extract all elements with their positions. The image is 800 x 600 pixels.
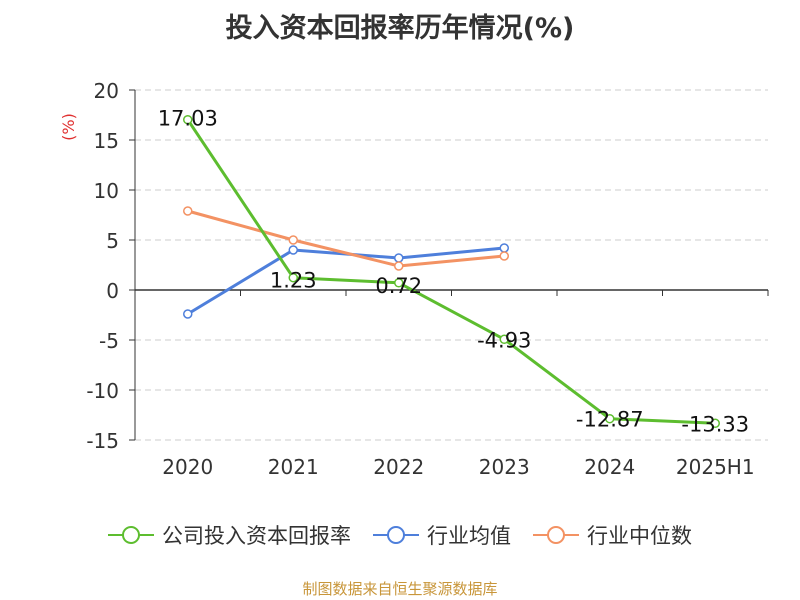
legend-item-industry-mean[interactable]: 行业均值 (373, 520, 511, 550)
data-point (183, 206, 193, 216)
legend-item-industry-median[interactable]: 行业中位数 (533, 520, 692, 550)
data-point (288, 272, 298, 283)
legend-marker-industry-mean (373, 526, 419, 544)
x-tick-label: 2025H1 (676, 455, 755, 479)
data-point (288, 245, 298, 255)
y-tick-label: -5 (99, 329, 119, 353)
data-label: -13.33 (681, 412, 749, 436)
x-tick-label: 2024 (584, 455, 635, 479)
legend-marker-industry-median (533, 526, 579, 544)
data-point (288, 235, 298, 245)
x-tick-label: 2020 (162, 455, 213, 479)
data-label: -12.87 (576, 408, 644, 432)
data-label: -4.93 (477, 328, 531, 352)
legend-label-industry-median: 行业中位数 (587, 524, 692, 548)
x-tick-label: 2023 (479, 455, 530, 479)
y-tick-label: 10 (94, 179, 119, 203)
y-tick-label: 5 (106, 229, 119, 253)
data-point (394, 278, 404, 288)
data-label: 1.23 (270, 269, 317, 293)
data-point (605, 413, 615, 424)
axes: 20 15 10 5 0 -5 -10 -15 2020 2021 2022 2023 2024 2025… (86, 79, 769, 479)
data-point (710, 418, 720, 429)
data-label: 17.03 (158, 107, 218, 131)
chart-title: 投入资本回报率历年情况(%) (225, 13, 575, 44)
source-note: 制图数据来自恒生聚源数据库 (302, 580, 498, 598)
legend-label-industry-mean: 行业均值 (427, 524, 511, 548)
y-tick-label: 15 (94, 129, 119, 153)
x-tick-label: 2022 (373, 455, 424, 479)
data-point (499, 251, 509, 261)
y-tick-label: 0 (106, 279, 119, 303)
legend: 公司投入资本回报率 行业均值 行业中位数 (0, 520, 800, 550)
legend-label-company: 公司投入资本回报率 (162, 524, 351, 548)
data-label: 0.72 (375, 274, 422, 298)
legend-marker-company (108, 526, 154, 544)
y-tick-label: 20 (94, 79, 119, 103)
legend-item-company[interactable]: 公司投入资本回报率 (108, 520, 351, 550)
data-point (499, 243, 509, 253)
series-lines (183, 114, 720, 429)
data-point (183, 309, 193, 319)
data-point (394, 253, 404, 263)
series-line (186, 118, 716, 425)
data-point (394, 261, 404, 271)
grid-lines (135, 89, 768, 441)
data-labels: 17.03 1.23 0.72 -4.93 -12.87 -13.33 (158, 107, 749, 437)
y-tick-label: -15 (86, 429, 119, 453)
y-axis-unit-label: (%) (59, 113, 78, 141)
data-point (499, 334, 509, 345)
x-tick-label: 2021 (268, 455, 319, 479)
series-line (187, 209, 505, 268)
y-tick-label: -10 (86, 379, 119, 403)
data-point (183, 114, 193, 125)
